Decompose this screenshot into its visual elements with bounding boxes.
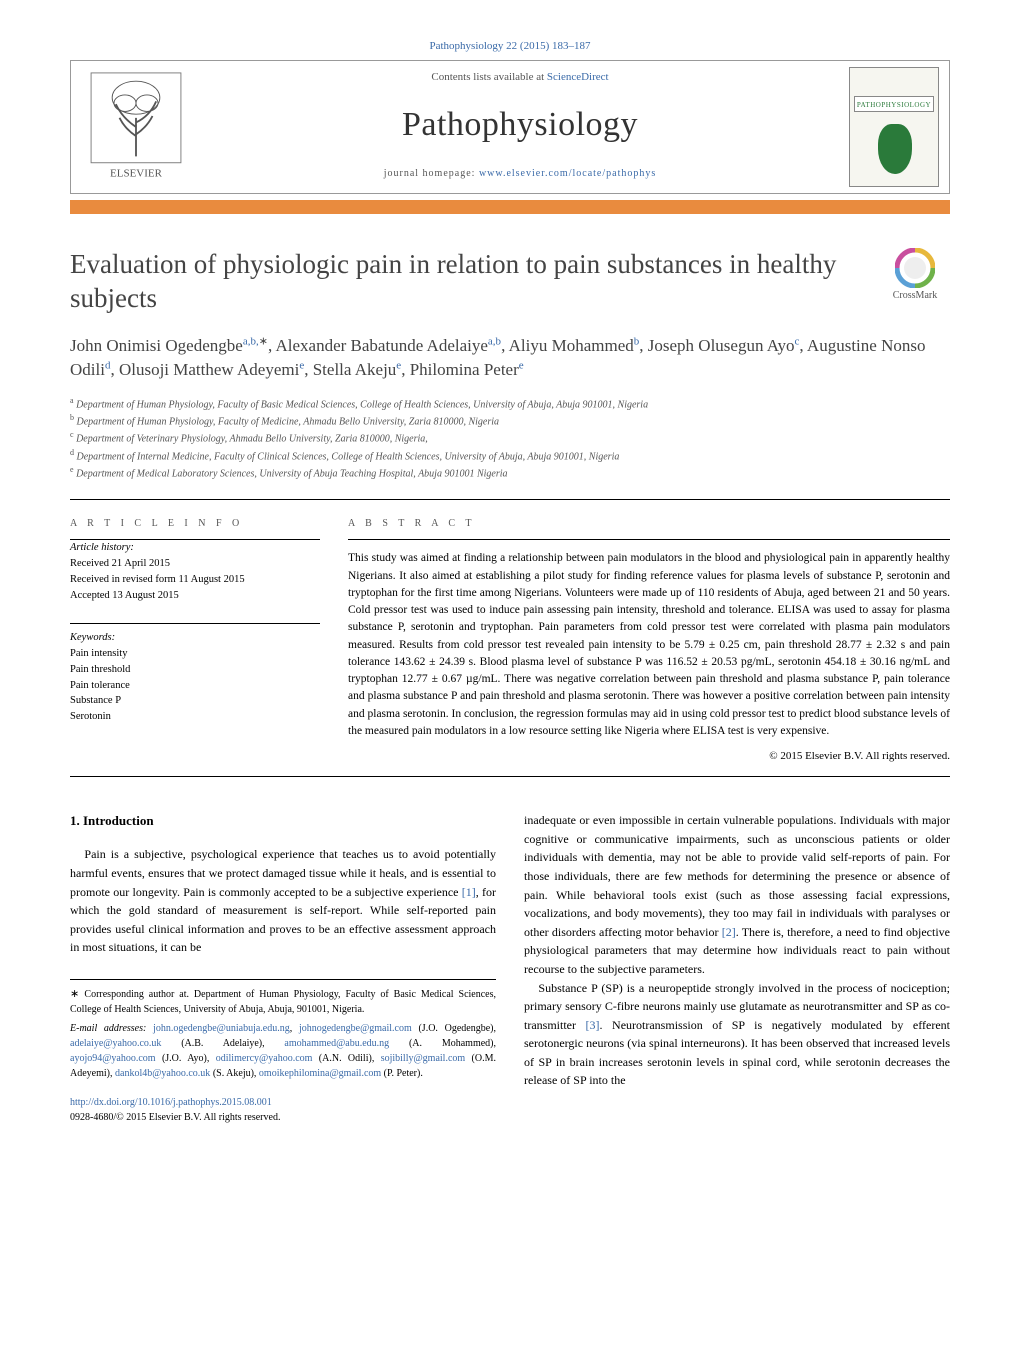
history-line: Received in revised form 11 August 2015: [70, 572, 320, 588]
footnotes: ∗ Corresponding author at. Department of…: [70, 979, 496, 1126]
accent-bar: [70, 200, 950, 214]
body-paragraph: Substance P (SP) is a neuropeptide stron…: [524, 979, 950, 1091]
crossmark-label: CrossMark: [893, 290, 937, 301]
corr-text: Corresponding author at. Department of H…: [70, 989, 496, 1016]
citation-header: Pathophysiology 22 (2015) 183–187: [70, 40, 950, 52]
publisher-name: ELSEVIER: [110, 168, 163, 180]
affiliation-line: d Department of Internal Medicine, Facul…: [70, 447, 950, 464]
homepage-prefix: journal homepage:: [384, 168, 479, 179]
article-title: Evaluation of physiologic pain in relati…: [70, 248, 860, 316]
rule-bottom: [70, 776, 950, 777]
homepage-link[interactable]: www.elsevier.com/locate/pathophys: [479, 168, 656, 179]
body-column-left: 1. Introduction Pain is a subjective, ps…: [70, 811, 496, 1125]
affiliations: a Department of Human Physiology, Facult…: [70, 395, 950, 482]
cover-thumb-cell: PATHOPHYSIOLOGY: [839, 61, 949, 193]
email-link[interactable]: odilimercy@yahoo.com: [216, 1053, 313, 1064]
doi-link[interactable]: http://dx.doi.org/10.1016/j.pathophys.20…: [70, 1097, 272, 1108]
doi-line: http://dx.doi.org/10.1016/j.pathophys.20…: [70, 1095, 496, 1110]
email-link[interactable]: ayojo94@yahoo.com: [70, 1053, 156, 1064]
keyword: Pain tolerance: [70, 678, 320, 694]
affiliation-line: c Department of Veterinary Physiology, A…: [70, 429, 950, 446]
article-info-column: A R T I C L E I N F O Article history: R…: [70, 518, 320, 762]
corresponding-author-note: ∗ Corresponding author at. Department of…: [70, 986, 496, 1018]
journal-header-box: ELSEVIER Contents lists available at Sci…: [70, 60, 950, 194]
keyword: Pain intensity: [70, 646, 320, 662]
rule-keywords: [70, 623, 320, 624]
header-center: Contents lists available at ScienceDirec…: [201, 61, 839, 193]
title-row: Evaluation of physiologic pain in relati…: [70, 248, 950, 334]
keywords-block: Keywords: Pain intensity Pain threshold …: [70, 630, 320, 725]
email-link[interactable]: adelaiye@yahoo.co.uk: [70, 1038, 161, 1049]
body-paragraph: Pain is a subjective, psychological expe…: [70, 845, 496, 957]
abstract-copyright: © 2015 Elsevier B.V. All rights reserved…: [348, 750, 950, 762]
email-link[interactable]: john.ogedengbe@uniabuja.edu.ng: [153, 1023, 290, 1034]
keyword: Serotonin: [70, 709, 320, 725]
email-link[interactable]: amohammed@abu.edu.ng: [284, 1038, 389, 1049]
email-link[interactable]: johnogedengbe@gmail.com: [299, 1023, 412, 1034]
body-column-right: inadequate or even impossible in certain…: [524, 811, 950, 1125]
sciencedirect-link[interactable]: ScienceDirect: [547, 71, 609, 83]
email-link[interactable]: dankol4b@yahoo.co.uk: [115, 1068, 210, 1079]
contents-prefix: Contents lists available at: [431, 71, 546, 83]
citation-link[interactable]: Pathophysiology 22 (2015) 183–187: [429, 40, 590, 52]
article-history: Article history: Received 21 April 2015 …: [70, 540, 320, 603]
article-info-heading: A R T I C L E I N F O: [70, 518, 320, 529]
crossmark-icon: [895, 248, 935, 288]
affiliation-line: b Department of Human Physiology, Facult…: [70, 412, 950, 429]
authors: John Onimisi Ogedengbea,b,∗, Alexander B…: [70, 334, 950, 383]
keyword: Pain threshold: [70, 662, 320, 678]
info-abstract-row: A R T I C L E I N F O Article history: R…: [70, 500, 950, 776]
page: Pathophysiology 22 (2015) 183–187 ELSEVI…: [0, 0, 1020, 1155]
crossmark-badge[interactable]: CrossMark: [880, 248, 950, 301]
email-link[interactable]: omoikephilomina@gmail.com: [259, 1068, 381, 1079]
abstract-column: A B S T R A C T This study was aimed at …: [348, 518, 950, 762]
history-label: Article history:: [70, 540, 320, 556]
rule-abstract: [348, 539, 950, 540]
keywords-label: Keywords:: [70, 630, 320, 646]
journal-name: Pathophysiology: [201, 106, 839, 144]
history-line: Received 21 April 2015: [70, 556, 320, 572]
body-paragraph: inadequate or even impossible in certain…: [524, 811, 950, 978]
affiliation-line: e Department of Medical Laboratory Scien…: [70, 464, 950, 481]
cover-shape: [878, 124, 912, 174]
affiliation-line: a Department of Human Physiology, Facult…: [70, 395, 950, 412]
issn-line: 0928-4680/© 2015 Elsevier B.V. All right…: [70, 1110, 496, 1125]
abstract-text: This study was aimed at finding a relati…: [348, 550, 950, 740]
contents-available: Contents lists available at ScienceDirec…: [201, 71, 839, 83]
abstract-heading: A B S T R A C T: [348, 518, 950, 529]
publisher-logo-cell: ELSEVIER: [71, 61, 201, 193]
journal-homepage: journal homepage: www.elsevier.com/locat…: [201, 168, 839, 179]
elsevier-tree-logo: ELSEVIER: [86, 72, 186, 182]
cover-title-band: PATHOPHYSIOLOGY: [854, 96, 934, 112]
journal-cover-thumb: PATHOPHYSIOLOGY: [849, 67, 939, 187]
history-line: Accepted 13 August 2015: [70, 588, 320, 604]
email-link[interactable]: sojibilly@gmail.com: [381, 1053, 465, 1064]
body-columns: 1. Introduction Pain is a subjective, ps…: [70, 811, 950, 1125]
section-heading-intro: 1. Introduction: [70, 811, 496, 831]
keyword: Substance P: [70, 693, 320, 709]
email-addresses: E-mail addresses: john.ogedengbe@uniabuj…: [70, 1021, 496, 1081]
